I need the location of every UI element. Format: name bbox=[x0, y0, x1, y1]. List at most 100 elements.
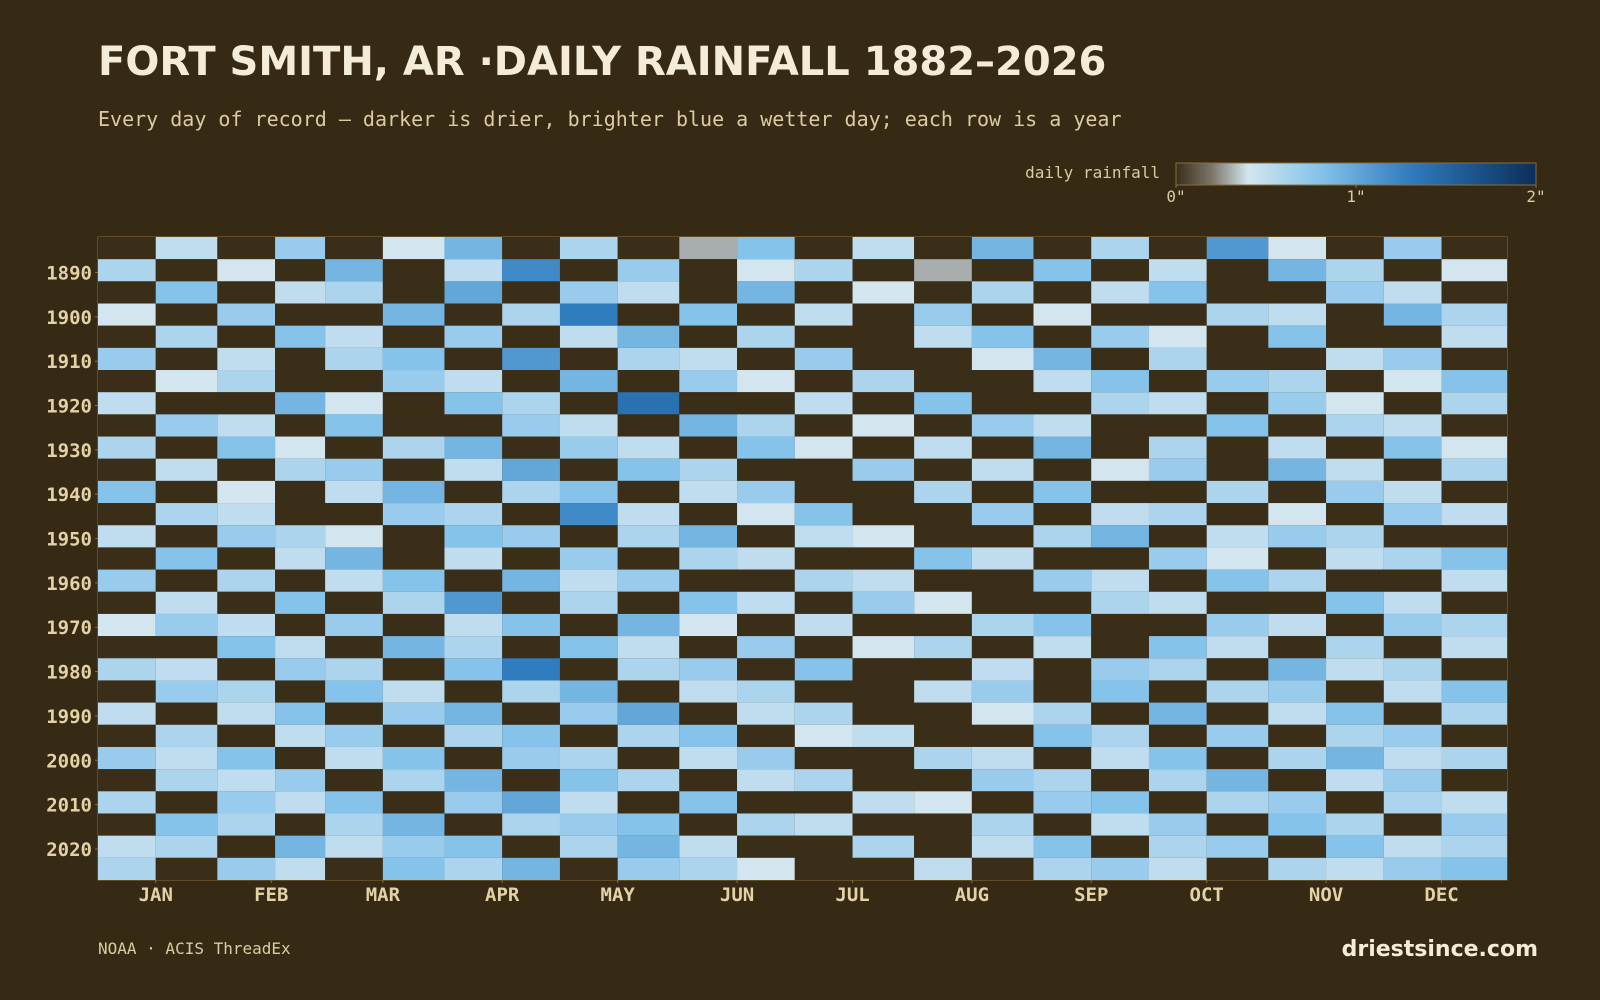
cell bbox=[1148, 325, 1207, 348]
cell bbox=[502, 525, 560, 548]
chart-subtitle: Every day of record — darker is drier, b… bbox=[98, 107, 1122, 131]
cell bbox=[1441, 370, 1507, 393]
cell bbox=[1326, 680, 1384, 703]
cell bbox=[794, 857, 853, 880]
cell bbox=[382, 769, 445, 792]
cell bbox=[679, 325, 738, 348]
cell bbox=[1148, 569, 1207, 592]
cell bbox=[737, 325, 795, 348]
cell bbox=[1326, 636, 1384, 659]
cell bbox=[444, 769, 503, 792]
cell bbox=[1148, 813, 1207, 836]
cell bbox=[559, 857, 618, 880]
cell bbox=[155, 547, 218, 570]
x-tick-label: FEB bbox=[254, 884, 288, 906]
cell bbox=[679, 724, 738, 747]
cell bbox=[1268, 303, 1327, 326]
cell bbox=[98, 414, 156, 437]
cell bbox=[155, 680, 218, 703]
cell bbox=[382, 591, 445, 614]
cell bbox=[971, 525, 1034, 548]
cell bbox=[217, 636, 276, 659]
cell bbox=[1383, 835, 1442, 858]
cell bbox=[737, 680, 795, 703]
cell bbox=[502, 746, 560, 770]
cell bbox=[1268, 835, 1327, 858]
cell bbox=[679, 547, 738, 570]
cell bbox=[217, 591, 276, 614]
cell bbox=[1326, 746, 1384, 770]
cell bbox=[852, 436, 915, 459]
cell bbox=[382, 347, 445, 371]
cell bbox=[382, 303, 445, 326]
cell bbox=[1206, 370, 1269, 393]
cell bbox=[971, 414, 1034, 437]
cell bbox=[502, 591, 560, 614]
x-tick-label: OCT bbox=[1190, 884, 1224, 906]
cell bbox=[1268, 658, 1327, 681]
cell bbox=[444, 702, 503, 725]
colorbar-tick-label: 0" bbox=[1166, 187, 1185, 206]
cell bbox=[325, 569, 383, 592]
cell bbox=[971, 347, 1034, 371]
cell bbox=[852, 636, 915, 659]
cell bbox=[1268, 769, 1327, 792]
cell bbox=[382, 813, 445, 836]
cell bbox=[98, 370, 156, 393]
cell bbox=[737, 303, 795, 326]
cell bbox=[1383, 259, 1442, 282]
cell bbox=[1268, 680, 1327, 703]
cell bbox=[971, 746, 1034, 770]
cell bbox=[1206, 791, 1269, 814]
cell bbox=[275, 791, 326, 814]
cell bbox=[1441, 613, 1507, 637]
cell bbox=[502, 281, 560, 304]
cell bbox=[737, 525, 795, 548]
cell bbox=[679, 259, 738, 282]
cell bbox=[444, 613, 503, 637]
cell bbox=[1091, 370, 1149, 393]
cell bbox=[1268, 414, 1327, 437]
cell bbox=[1383, 392, 1442, 415]
cell bbox=[1091, 281, 1149, 304]
cell bbox=[275, 525, 326, 548]
cell bbox=[1441, 237, 1507, 260]
cell bbox=[914, 325, 972, 348]
cell bbox=[1091, 569, 1149, 592]
cell bbox=[1033, 591, 1092, 614]
cell bbox=[1383, 458, 1442, 481]
cell bbox=[1206, 303, 1269, 326]
cell bbox=[1206, 392, 1269, 415]
y-tick-label: 1970 bbox=[46, 617, 92, 639]
cell bbox=[1383, 769, 1442, 792]
cell bbox=[1148, 769, 1207, 792]
cell bbox=[1441, 392, 1507, 415]
x-tick-label: NOV bbox=[1309, 884, 1343, 906]
cell bbox=[325, 680, 383, 703]
cell bbox=[217, 769, 276, 792]
cell bbox=[444, 813, 503, 836]
cell bbox=[1326, 658, 1384, 681]
cell bbox=[1326, 835, 1384, 858]
cell bbox=[971, 857, 1034, 880]
cell bbox=[382, 680, 445, 703]
cell bbox=[1326, 436, 1384, 459]
cell bbox=[914, 370, 972, 393]
cell bbox=[444, 281, 503, 304]
cell bbox=[1441, 591, 1507, 614]
cell bbox=[1383, 791, 1442, 814]
cell bbox=[679, 636, 738, 659]
cell bbox=[155, 813, 218, 836]
cell bbox=[737, 392, 795, 415]
cell bbox=[1268, 281, 1327, 304]
cell bbox=[679, 347, 738, 371]
cell bbox=[1148, 835, 1207, 858]
cell bbox=[971, 370, 1034, 393]
cell bbox=[382, 503, 445, 526]
cell bbox=[325, 746, 383, 770]
y-tick-label: 1890 bbox=[46, 262, 92, 284]
cell bbox=[617, 547, 680, 570]
cell bbox=[559, 680, 618, 703]
cell bbox=[794, 237, 853, 260]
cell bbox=[1206, 724, 1269, 747]
